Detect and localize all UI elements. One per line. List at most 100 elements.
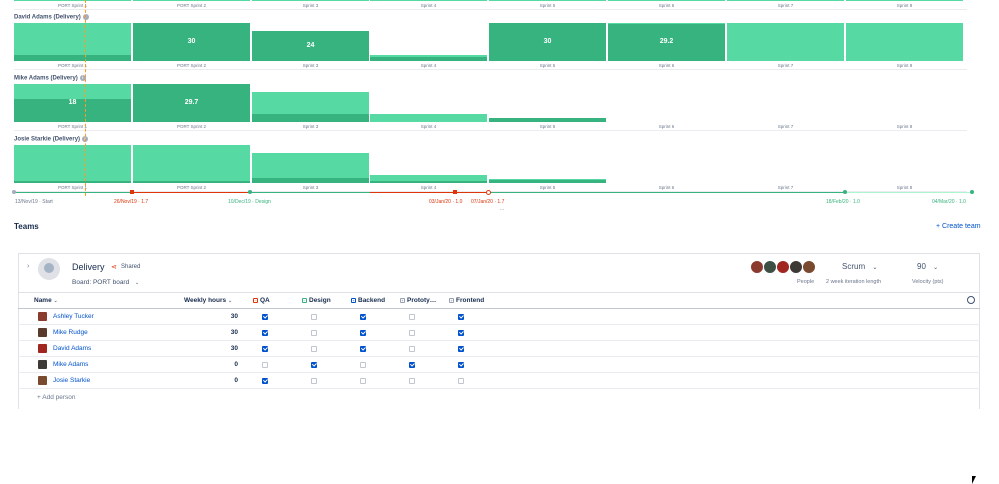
skill-checkbox[interactable] xyxy=(262,378,268,384)
skill-checkbox[interactable] xyxy=(311,314,317,320)
skill-checkbox[interactable] xyxy=(458,362,464,368)
row-separator xyxy=(14,130,967,131)
people-avatars[interactable] xyxy=(750,260,816,274)
skill-checkbox[interactable] xyxy=(458,314,464,320)
timeline-marker-design[interactable] xyxy=(248,190,252,194)
capacity-bar[interactable]: 30 xyxy=(133,23,250,61)
gear-icon[interactable] xyxy=(967,296,975,304)
skill-checkbox[interactable] xyxy=(360,346,366,352)
timeline-date-release-4: 18/Feb/20 · 1.0 xyxy=(826,199,860,205)
capacity-bar[interactable] xyxy=(14,145,131,183)
table-row-border xyxy=(18,324,980,325)
capacity-bar[interactable] xyxy=(370,55,487,61)
skill-checkbox[interactable] xyxy=(262,314,268,320)
timeline-marker-start[interactable] xyxy=(12,190,16,194)
capacity-bar[interactable]: 29.2 xyxy=(608,23,725,61)
capacity-bar[interactable] xyxy=(489,118,606,122)
capacity-bar[interactable] xyxy=(489,179,606,183)
method-select[interactable]: Scrum ⌄ xyxy=(842,262,877,271)
capacity-bar[interactable]: 30 xyxy=(489,23,606,61)
velocity-select[interactable]: 90 ⌄ xyxy=(917,262,938,271)
skill-prototyping-header-icon[interactable]: + xyxy=(400,298,405,303)
person-name-link[interactable]: David Adams xyxy=(53,345,92,352)
skill-checkbox[interactable] xyxy=(360,314,366,320)
skill-checkbox[interactable] xyxy=(311,330,317,336)
table-row-border xyxy=(18,372,980,373)
add-person-link[interactable]: + Add person xyxy=(37,394,76,401)
skill-checkbox[interactable] xyxy=(311,362,317,368)
capacity-bar[interactable]: 29.7 xyxy=(133,84,250,122)
allocation-fill xyxy=(370,57,487,61)
allocation-fill xyxy=(14,55,131,61)
avatar xyxy=(38,312,47,321)
timeline-marker-release-4[interactable] xyxy=(843,190,847,194)
weekly-hours-value[interactable]: 0 xyxy=(234,361,238,368)
timeline-marker-release-2[interactable] xyxy=(453,190,457,194)
allocation-fill xyxy=(252,31,369,61)
capacity-bar[interactable] xyxy=(252,153,369,183)
person-name-link[interactable]: Ashley Tucker xyxy=(53,313,94,320)
timeline-marker-release-3[interactable] xyxy=(486,189,491,195)
weekly-hours-value[interactable]: 30 xyxy=(230,313,238,320)
timeline-marker-release-1[interactable] xyxy=(130,190,134,194)
skill-checkbox[interactable] xyxy=(409,346,415,352)
bar-value-label: 18 xyxy=(68,99,77,106)
capacity-bar[interactable] xyxy=(14,23,131,61)
allocation-fill xyxy=(252,114,369,122)
person-name-link[interactable]: Mike Rudge xyxy=(53,329,88,336)
name-column-header[interactable]: Name ⌄ xyxy=(34,297,58,304)
avatar xyxy=(763,260,777,274)
capacity-bar[interactable] xyxy=(133,145,250,183)
create-team-link[interactable]: + Create team xyxy=(936,223,981,230)
skill-frontend-header-icon[interactable]: + xyxy=(449,298,454,303)
capacity-bar[interactable] xyxy=(846,23,963,61)
skill-checkbox[interactable] xyxy=(458,330,464,336)
capacity-bar[interactable] xyxy=(370,114,487,122)
skill-checkbox[interactable] xyxy=(262,346,268,352)
capacity-bar[interactable] xyxy=(252,92,369,122)
skill-checkbox[interactable] xyxy=(262,330,268,336)
skill-checkbox[interactable] xyxy=(409,378,415,384)
chevron-down-icon: ⌄ xyxy=(933,265,939,271)
skill-backend-header-icon[interactable]: + xyxy=(351,298,356,303)
timeline-marker-release-5[interactable] xyxy=(970,190,974,194)
sprint-label: Sprint 3 xyxy=(302,124,319,129)
skill-checkbox[interactable] xyxy=(360,378,366,384)
skill-checkbox[interactable] xyxy=(360,362,366,368)
skill-prototyping-header: Prototy… xyxy=(407,297,437,304)
column-divider xyxy=(370,0,487,1)
sprint-label: Sprint 4 xyxy=(420,3,437,8)
board-select[interactable]: Board: PORT board ⌄ xyxy=(72,279,139,286)
skill-qa-header-icon[interactable]: − xyxy=(253,298,258,303)
skill-checkbox[interactable] xyxy=(409,362,415,368)
skill-checkbox[interactable] xyxy=(409,314,415,320)
capacity-bar[interactable]: 18 xyxy=(14,84,131,122)
skill-checkbox[interactable] xyxy=(409,330,415,336)
skill-checkbox[interactable] xyxy=(458,346,464,352)
sprint-label: Sprint 7 xyxy=(777,124,794,129)
skill-design-header-icon[interactable]: − xyxy=(302,298,307,303)
expand-chevron-icon[interactable]: › xyxy=(27,263,30,270)
timeline-date-release-2: 03/Jan/20 · 1.0 xyxy=(429,199,463,205)
allocation-fill xyxy=(489,23,606,61)
allocation-fill xyxy=(489,118,606,122)
capacity-bar[interactable] xyxy=(727,23,844,61)
info-icon[interactable]: i xyxy=(79,75,86,81)
allocation-fill xyxy=(14,99,131,122)
weekly-hours-value[interactable]: 0 xyxy=(234,377,238,384)
skill-checkbox[interactable] xyxy=(360,330,366,336)
allocation-fill xyxy=(133,23,250,61)
person-name-link[interactable]: Mike Adams xyxy=(53,361,89,368)
hours-column-header[interactable]: Weekly hours ⌄ xyxy=(184,297,232,304)
skill-checkbox[interactable] xyxy=(262,362,268,368)
weekly-hours-value[interactable]: 30 xyxy=(230,329,238,336)
capacity-bar[interactable] xyxy=(370,175,487,183)
skill-checkbox[interactable] xyxy=(311,378,317,384)
capacity-bar[interactable]: 24 xyxy=(252,31,369,61)
skill-checkbox[interactable] xyxy=(458,378,464,384)
avatar xyxy=(750,260,764,274)
weekly-hours-value[interactable]: 30 xyxy=(230,345,238,352)
sprint-label: Sprint 4 xyxy=(420,124,437,129)
person-name-link[interactable]: Josie Starkie xyxy=(53,377,91,384)
skill-checkbox[interactable] xyxy=(311,346,317,352)
